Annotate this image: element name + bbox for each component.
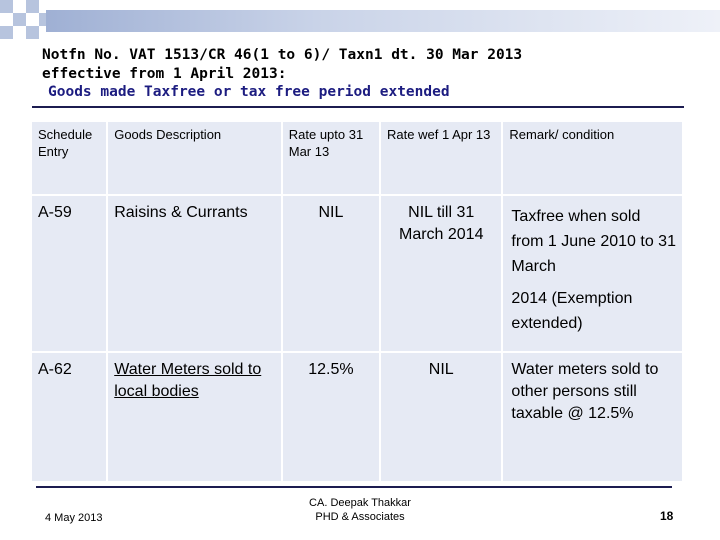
footer-author-name: CA. Deepak Thakkar xyxy=(309,497,411,509)
cell-rate-after: NIL till 31 March 2014 xyxy=(381,196,502,351)
header-rate-after: Rate wef 1 Apr 13 xyxy=(381,122,502,194)
cell-remark: Taxfree when sold from 1 June 2010 to 31… xyxy=(503,196,682,351)
decorative-checker-pattern xyxy=(0,0,60,46)
footer-author: CA. Deepak Thakkar PHD & Associates xyxy=(270,496,450,524)
remark-text-2: 2014 (Exemption extended) xyxy=(511,290,633,332)
footer-date: 4 May 2013 xyxy=(45,512,103,524)
page-number: 18 xyxy=(660,509,674,523)
cell-rate-before: NIL xyxy=(282,196,380,351)
cell-entry: A-62 xyxy=(32,353,107,481)
cell-remark: Water meters sold to other persons still… xyxy=(503,353,682,481)
slide-title: Notfn No. VAT 1513/CR 46(1 to 6)/ Taxn1 … xyxy=(42,46,702,102)
remark-text-1: Taxfree when sold from 1 June 2010 to 31… xyxy=(511,208,676,275)
title-line-2: effective from 1 April 2013: xyxy=(42,65,287,82)
cell-entry: A-59 xyxy=(32,196,107,351)
table-header-row: Schedule Entry Goods Description Rate up… xyxy=(32,122,682,194)
title-line-1: Notfn No. VAT 1513/CR 46(1 to 6)/ Taxn1 … xyxy=(42,47,523,63)
footer-firm-name: PHD & Associates xyxy=(315,511,405,523)
notification-table: Schedule Entry Goods Description Rate up… xyxy=(30,120,684,483)
header-remark: Remark/ condition xyxy=(503,122,682,194)
header-schedule-entry: Schedule Entry xyxy=(32,122,107,194)
cell-description: Raisins & Currants xyxy=(108,196,281,351)
title-line-3: Goods made Taxfree or tax free period ex… xyxy=(48,84,450,100)
title-divider xyxy=(32,106,684,108)
table-row: A-62 Water Meters sold to local bodies 1… xyxy=(32,353,682,481)
footer-divider xyxy=(36,486,672,488)
header-goods-description: Goods Description xyxy=(108,122,281,194)
cell-rate-before: 12.5% xyxy=(282,353,380,481)
cell-rate-after: NIL xyxy=(381,353,502,481)
cell-description: Water Meters sold to local bodies xyxy=(108,353,281,481)
table-row: A-59 Raisins & Currants NIL NIL till 31 … xyxy=(32,196,682,351)
header-rate-before: Rate upto 31 Mar 13 xyxy=(282,122,380,194)
decorative-top-bar xyxy=(46,10,720,32)
